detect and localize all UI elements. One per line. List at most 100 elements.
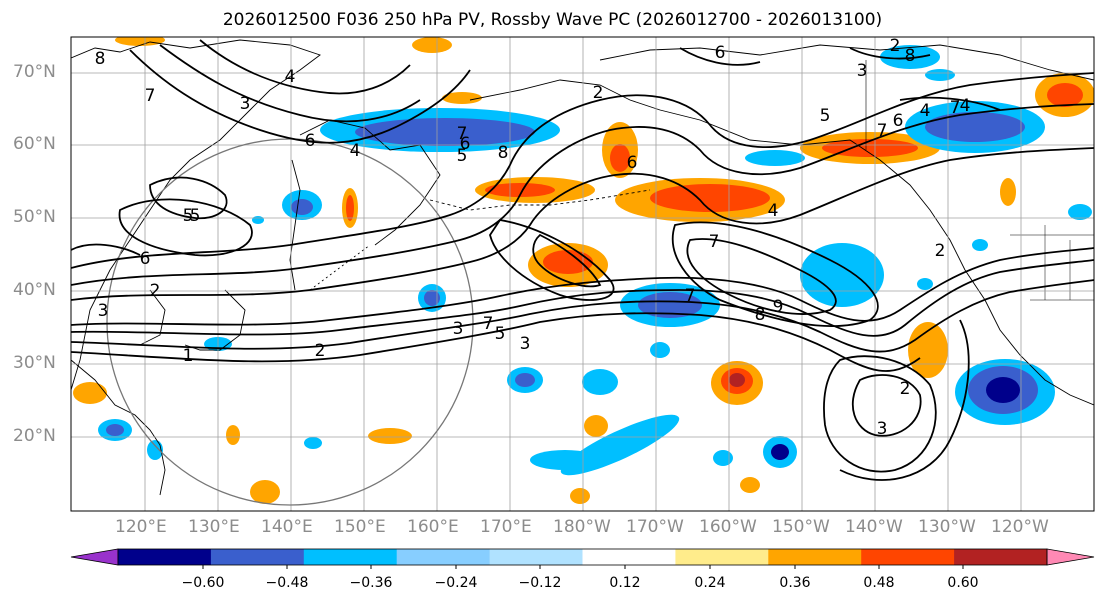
anomaly-blob (650, 184, 770, 212)
colorbar-tick-label: −0.24 (434, 575, 478, 591)
contour-label: 6 (305, 131, 316, 151)
anomaly-blob (638, 292, 702, 318)
anomaly-blob (610, 144, 630, 172)
contour-label: 6 (893, 111, 904, 131)
anomaly-blob (822, 139, 918, 157)
anomaly-blob (73, 382, 107, 404)
lon-label: 180°W (553, 517, 611, 537)
pv-contour (839, 319, 970, 481)
colorbar-tick-label: −0.48 (265, 575, 309, 591)
lon-label: 150°E (334, 517, 386, 537)
colorbar-extension-high (1046, 548, 1095, 566)
contour-label: 3 (857, 61, 868, 81)
contour-label: 7 (483, 314, 494, 334)
contour-label: 2 (935, 241, 946, 261)
anomaly-blob (543, 250, 593, 274)
anomaly-blob (771, 444, 789, 460)
lon-label: 120°E (115, 517, 167, 537)
contour-label: 3 (453, 319, 464, 339)
contour-label: 7 (145, 86, 156, 106)
colorbar (70, 548, 1095, 569)
anomaly-blob (740, 477, 760, 493)
contour-label: 3 (877, 419, 888, 439)
contour-label: 1 (183, 346, 194, 366)
lat-label: 60°N (13, 134, 56, 154)
pv-contour (899, 96, 1001, 111)
pv-contour (679, 47, 761, 66)
anomaly-blob (1068, 204, 1092, 220)
contour-label: 7 (457, 124, 468, 144)
anomaly-blob (917, 278, 933, 290)
pv-contour (129, 49, 471, 144)
lat-label: 40°N (13, 280, 56, 300)
contour-label: 8 (905, 46, 916, 66)
asia-coast (71, 39, 321, 391)
alaska-coast (469, 79, 966, 271)
pv-contour (849, 47, 931, 60)
lat-label: 30°N (13, 353, 56, 373)
china-coast (71, 359, 166, 496)
anomaly-blob (986, 377, 1020, 403)
contour-label: 9 (773, 297, 784, 317)
contour-label: 5 (190, 206, 201, 226)
positive-anomaly-shading (73, 37, 1094, 504)
contour-label: 5 (183, 206, 194, 226)
contour-label: 6 (460, 134, 471, 154)
anomaly-blob (442, 92, 482, 104)
lon-label: 120°W (991, 517, 1049, 537)
contour-label: 2 (593, 83, 604, 103)
contour-label: 7 (950, 98, 961, 118)
contour-label: 3 (240, 94, 251, 114)
korea-coast (139, 289, 166, 346)
contour-label: 7 (877, 121, 888, 141)
pv-contour (149, 176, 228, 220)
anomaly-blob (925, 112, 1025, 142)
anomaly-blob (880, 45, 940, 69)
anomaly-blob (713, 450, 733, 466)
contour-label: 6 (715, 43, 726, 63)
contour-label: 2 (890, 36, 901, 56)
anomaly-blob (972, 239, 988, 251)
colorbar-tick-label: 0.12 (609, 575, 641, 591)
colorbar-bin (768, 549, 862, 565)
pv-contour (118, 198, 253, 257)
anomaly-blob (250, 480, 280, 504)
lat-label: 20°N (13, 426, 56, 446)
colorbar-bin (489, 549, 583, 565)
colorbar-bin (861, 549, 955, 565)
contour-label: 4 (960, 96, 971, 116)
anomaly-blob (346, 195, 354, 221)
contour-label: 7 (685, 286, 696, 306)
lat-label: 50°N (13, 207, 56, 227)
contour-label: 6 (627, 153, 638, 173)
colorbar-bin (582, 549, 676, 565)
colorbar-tick-label: 0.48 (863, 575, 895, 591)
anomaly-blob (650, 342, 670, 358)
anomaly-blob (925, 69, 955, 81)
contour-label: 4 (350, 141, 361, 161)
anomaly-blob (515, 373, 535, 387)
pv-contour (71, 147, 1094, 301)
anomaly-blob (582, 369, 618, 395)
colorbar-tick-label: −0.36 (349, 575, 393, 591)
pv-contour (199, 39, 411, 95)
pv-contour (671, 221, 879, 327)
colorbar-tick-label: −0.12 (518, 575, 562, 591)
anomaly-blob (485, 183, 555, 197)
anomaly-blob (570, 488, 590, 504)
colorbar-tick-label: −0.60 (181, 575, 225, 591)
anomaly-blob (1047, 83, 1083, 107)
lon-label: 160°E (407, 517, 459, 537)
anomaly-blob (729, 373, 745, 387)
colorbar-tick-label: 0.36 (779, 575, 811, 591)
aleutian-chain (429, 189, 651, 211)
pv-contour (823, 355, 937, 473)
pv-contour (686, 238, 837, 315)
anomaly-blob (147, 440, 163, 460)
map-frame (70, 36, 1095, 512)
contour-label: 6 (140, 249, 151, 269)
contour-label: 4 (285, 67, 296, 87)
anomaly-blob (1000, 178, 1016, 206)
